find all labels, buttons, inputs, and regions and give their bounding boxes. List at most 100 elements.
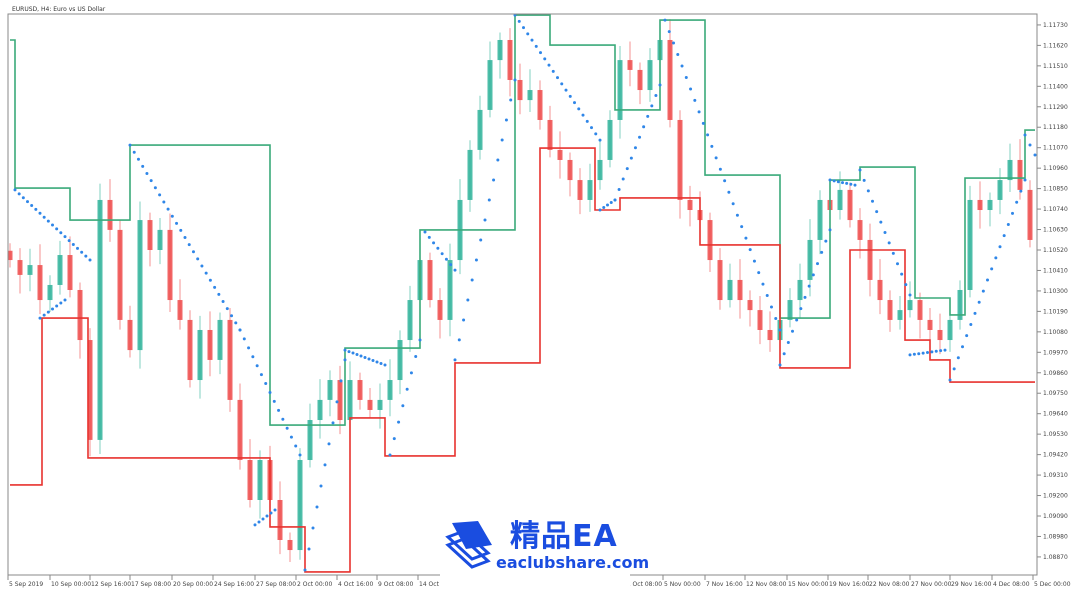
x-tick-label: 12 Sep 16:00 bbox=[91, 581, 131, 588]
candle-body bbox=[607, 119, 613, 160]
candle-body bbox=[107, 199, 113, 230]
sar-dot bbox=[629, 156, 633, 160]
candle-body bbox=[877, 279, 883, 301]
x-tick-label: 5 Sep 2019 bbox=[9, 581, 43, 588]
sar-dot bbox=[136, 157, 140, 161]
sar-dot bbox=[638, 135, 642, 139]
candle-body bbox=[57, 255, 63, 285]
sar-dot bbox=[315, 505, 319, 509]
watermark-logo-icon bbox=[445, 521, 492, 569]
sar-dot bbox=[693, 98, 697, 102]
sar-dot bbox=[547, 63, 551, 67]
sar-dot bbox=[568, 94, 572, 98]
sar-dot bbox=[858, 168, 862, 172]
sar-dot bbox=[676, 53, 680, 57]
sar-dot bbox=[718, 167, 722, 171]
sar-dot bbox=[343, 348, 347, 352]
sar-dot bbox=[1019, 189, 1023, 193]
sar-dot bbox=[609, 200, 613, 204]
sar-dot bbox=[912, 352, 916, 356]
candle-body bbox=[957, 289, 963, 320]
sar-dot bbox=[343, 358, 347, 362]
chart-title: EURUSD, H4: Euro vs US Dollar bbox=[12, 6, 106, 13]
watermark-brand: 精品EA bbox=[510, 519, 618, 554]
x-tick-label: 19 Nov 16:00 bbox=[829, 581, 870, 588]
sar-dot bbox=[327, 442, 331, 446]
sar-dot bbox=[225, 307, 229, 311]
y-tick-label: 1.11180 bbox=[1043, 124, 1068, 131]
sar-dot bbox=[998, 245, 1002, 249]
sar-dot bbox=[752, 259, 756, 263]
sar-dot bbox=[539, 51, 542, 55]
sar-dot bbox=[242, 337, 246, 341]
sar-dot bbox=[973, 311, 977, 315]
upper-channel-line bbox=[10, 14, 1035, 426]
sar-dot bbox=[820, 250, 824, 254]
candle-body bbox=[767, 329, 773, 341]
sar-dot bbox=[875, 210, 879, 214]
candle-body bbox=[217, 319, 223, 360]
x-tick-label: 27 Sep 08:00 bbox=[256, 581, 296, 588]
candle-body bbox=[487, 60, 493, 110]
sar-dot bbox=[191, 250, 195, 254]
candle-body bbox=[447, 260, 453, 320]
sar-dot bbox=[513, 78, 517, 82]
y-tick-label: 1.09970 bbox=[1043, 349, 1068, 356]
sar-dot bbox=[900, 272, 904, 276]
sar-dot bbox=[26, 200, 29, 204]
sar-dot bbox=[204, 271, 208, 275]
candle-body bbox=[87, 340, 93, 440]
sar-dot bbox=[606, 203, 609, 207]
sar-dot bbox=[723, 179, 727, 183]
sar-dot bbox=[141, 164, 145, 168]
sar-dot bbox=[598, 208, 602, 212]
sar-dot bbox=[526, 32, 530, 36]
candle-body bbox=[687, 199, 693, 211]
candle-body bbox=[897, 310, 903, 320]
sar-dot bbox=[59, 301, 63, 305]
sar-dot bbox=[943, 348, 947, 352]
sar-dot bbox=[42, 215, 46, 219]
candle-body bbox=[467, 149, 473, 200]
sar-dot bbox=[196, 257, 200, 261]
sar-dot bbox=[795, 318, 799, 322]
y-tick-label: 1.10080 bbox=[1043, 329, 1068, 336]
y-tick-label: 1.10850 bbox=[1043, 186, 1068, 193]
sar-dot bbox=[55, 304, 59, 308]
sar-dot bbox=[277, 408, 281, 412]
candle-body bbox=[407, 300, 413, 341]
candle-body bbox=[167, 229, 173, 301]
sar-dot bbox=[355, 353, 359, 357]
sar-dot bbox=[952, 367, 956, 371]
candle-body bbox=[437, 300, 443, 320]
candle-body bbox=[547, 119, 553, 150]
sar-dot bbox=[939, 349, 943, 353]
sar-dot bbox=[265, 514, 269, 518]
sar-dot bbox=[896, 262, 899, 266]
sar-dot bbox=[735, 213, 739, 217]
sar-dot bbox=[836, 180, 840, 184]
sar-dot bbox=[462, 318, 466, 322]
sar-dot bbox=[633, 146, 637, 150]
sar-dot bbox=[791, 329, 794, 333]
candle-body bbox=[1027, 189, 1033, 240]
sar-dot bbox=[904, 283, 908, 287]
candle-body bbox=[977, 199, 983, 211]
sar-dot bbox=[883, 231, 887, 235]
x-tick-label: 15 Nov 00:00 bbox=[788, 581, 829, 588]
candle-body bbox=[577, 180, 583, 200]
sar-dot bbox=[51, 307, 54, 311]
sar-dot bbox=[981, 289, 985, 293]
x-tick-label: 5 Dec 00:00 bbox=[1034, 581, 1071, 588]
sar-dot bbox=[158, 193, 162, 197]
candle-body bbox=[307, 420, 313, 461]
sar-dot bbox=[388, 453, 392, 457]
candle-body bbox=[527, 90, 533, 101]
sar-dot bbox=[965, 334, 969, 338]
sar-dot bbox=[990, 267, 994, 271]
candle-body bbox=[907, 300, 913, 311]
x-tick-label: 31 Oct 08:00 bbox=[623, 581, 662, 588]
sar-dot bbox=[483, 218, 487, 222]
candle-body bbox=[637, 69, 643, 91]
sar-dot bbox=[594, 132, 598, 136]
